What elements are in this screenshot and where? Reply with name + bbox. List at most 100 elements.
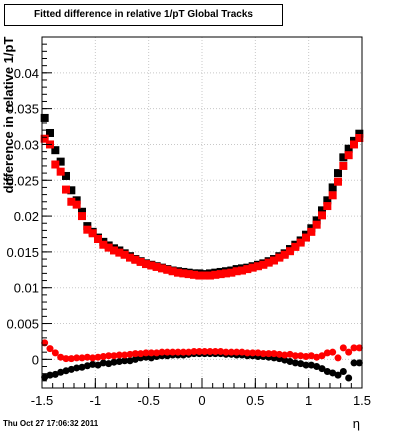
red-series-lower-point: [275, 350, 283, 358]
red-series-lower-point: [67, 355, 75, 363]
red-series-lower-point: [190, 347, 198, 355]
red-series-point: [264, 258, 273, 267]
red-series-lower-point: [46, 345, 54, 353]
black-series-point: [344, 144, 353, 153]
red-series-point: [168, 267, 177, 276]
x-tick-label: 1: [305, 393, 312, 408]
black-series-point: [339, 153, 348, 162]
black-series-lower-point: [99, 359, 107, 367]
black-series-lower-point: [89, 360, 97, 368]
red-series-lower-point: [211, 347, 219, 355]
black-series-point: [312, 216, 321, 225]
black-series-lower-point: [57, 368, 65, 376]
red-series-lower-point: [121, 351, 129, 359]
red-series-lower-point: [259, 350, 267, 358]
black-series-lower-point: [147, 354, 155, 362]
red-series-lower-point: [153, 349, 161, 357]
red-series-point: [195, 271, 204, 280]
red-series-lower-point: [57, 353, 65, 361]
red-series-point: [318, 211, 326, 220]
black-series-lower-point: [131, 355, 139, 363]
red-series-point: [254, 262, 262, 271]
red-series-point: [222, 269, 230, 278]
red-series-lower-point: [345, 348, 353, 356]
red-series-lower-point: [195, 347, 203, 355]
red-series-point: [296, 238, 305, 247]
red-series-point: [190, 270, 198, 279]
black-series-lower-point: [67, 365, 75, 373]
black-series-lower-point: [121, 357, 129, 365]
red-series-point: [104, 243, 113, 252]
red-series-point: [248, 263, 257, 272]
black-series-lower-point: [355, 359, 363, 367]
red-series-point: [51, 160, 60, 169]
x-tick-label: -0.5: [137, 393, 159, 408]
black-series-lower-point: [281, 356, 289, 364]
red-series-lower-point: [115, 351, 123, 359]
black-series-lower-point: [323, 368, 331, 376]
x-tick-label: -1.5: [31, 393, 53, 408]
red-series-lower-point: [217, 347, 225, 355]
plot-frame: [41, 36, 363, 389]
red-series-lower-point: [147, 349, 155, 357]
red-series-lower-point: [99, 352, 107, 360]
black-series-lower-point: [83, 362, 91, 370]
black-series-lower-point: [94, 361, 102, 369]
black-series-lower-point: [73, 364, 81, 372]
red-series-lower-point: [51, 349, 59, 357]
black-series-point: [46, 128, 54, 137]
red-series-lower-point: [78, 354, 86, 362]
red-series-point: [238, 266, 246, 275]
black-series-lower-point: [78, 363, 86, 371]
black-series-point: [355, 129, 364, 138]
black-series-lower-point: [345, 374, 353, 382]
red-series-lower-point: [174, 348, 182, 356]
black-series-lower-point: [329, 369, 337, 377]
red-series-point: [334, 177, 342, 186]
red-series-lower-point: [227, 348, 235, 356]
red-series-point: [259, 260, 268, 269]
red-series-point: [307, 227, 316, 236]
red-series-point: [211, 270, 220, 279]
black-series-lower-point: [126, 357, 134, 365]
red-series-lower-point: [179, 348, 187, 356]
red-series-point: [83, 225, 92, 234]
red-series-lower-point: [318, 352, 326, 360]
red-series-lower-point: [291, 352, 299, 360]
black-series-lower-point: [105, 360, 113, 368]
red-series-lower-point: [270, 350, 278, 358]
black-series-lower-point: [318, 365, 326, 373]
red-series-point: [40, 134, 49, 143]
y-tick-label: 0.03: [14, 137, 39, 152]
red-series-lower-point: [89, 354, 97, 362]
red-series-point: [280, 250, 289, 259]
black-series-lower-point: [46, 371, 54, 379]
y-tick-label: 0.01: [14, 281, 39, 296]
red-series-lower-point: [163, 348, 171, 356]
red-series-point: [94, 235, 102, 244]
y-tick-label: 0.005: [6, 317, 39, 332]
black-series-point: [323, 196, 332, 205]
red-series-point: [99, 240, 108, 249]
red-series-point: [200, 271, 209, 280]
red-series-point: [339, 161, 348, 170]
red-series-lower-point: [62, 355, 70, 363]
red-series-point: [78, 212, 86, 221]
black-series-lower-point: [313, 363, 321, 371]
red-series-lower-point: [307, 352, 315, 360]
black-series-lower-point: [297, 360, 305, 368]
black-series-point: [51, 146, 60, 155]
x-axis-label: η: [353, 416, 360, 431]
black-series-point: [334, 169, 342, 178]
red-series-lower-point: [105, 352, 113, 360]
red-series-point: [286, 247, 294, 256]
red-series-point: [227, 268, 236, 277]
black-series-point: [56, 157, 65, 166]
red-series-lower-point: [313, 353, 321, 361]
red-series-point: [179, 269, 188, 278]
red-series-lower-point: [329, 348, 337, 356]
red-series-point: [147, 261, 156, 270]
black-series-point: [67, 186, 76, 195]
timestamp: Thu Oct 27 17:06:32 2011: [3, 419, 99, 428]
red-series-point: [291, 242, 300, 251]
